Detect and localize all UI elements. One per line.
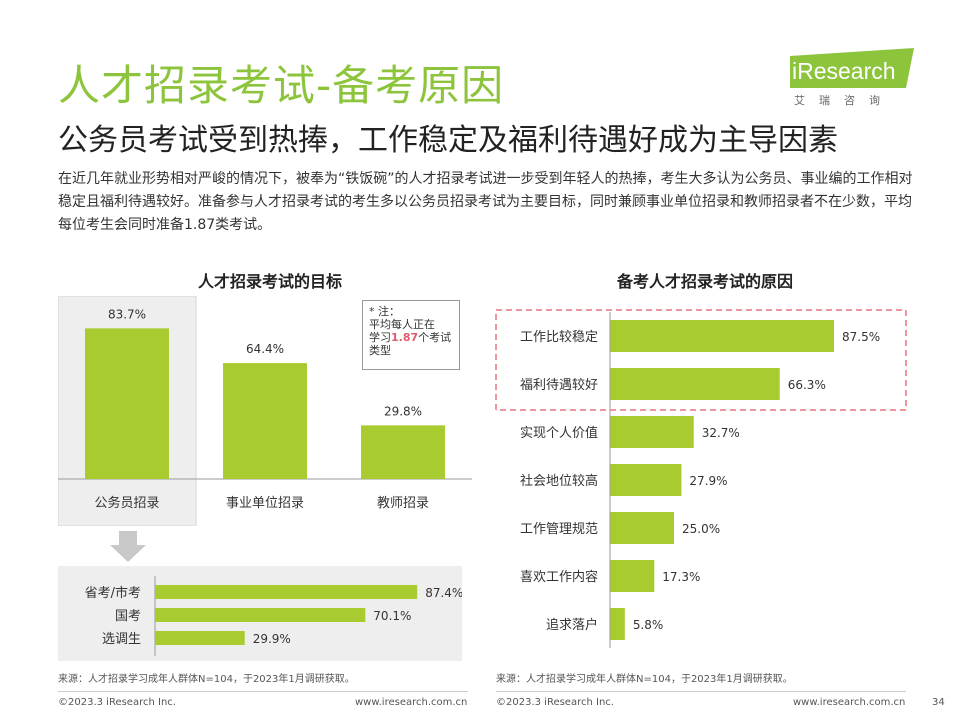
footer-url-left[interactable]: www.iresearch.com.cn — [355, 697, 468, 708]
category-label: 教师招录 — [377, 495, 429, 511]
intro-paragraph: 在近几年就业形势相对严峻的情况下，被奉为“铁饭碗”的人才招录考试进一步受到年轻人… — [58, 171, 913, 233]
bar-福利待遇较好 — [610, 368, 780, 400]
logo-subtext: 艾瑞咨询 — [794, 94, 894, 107]
footer-copyright-left: ©2023.3 iResearch Inc. — [58, 697, 176, 708]
data-label: 29.9% — [253, 632, 291, 646]
data-label: 64.4% — [246, 342, 284, 356]
down-arrow-icon — [110, 531, 146, 562]
data-label: 87.4% — [425, 586, 462, 600]
category-label: 工作比较稳定 — [520, 329, 598, 345]
data-label: 66.3% — [788, 378, 826, 392]
note-line2: 平均每人正在 — [369, 318, 435, 331]
bar-工作比较稳定 — [610, 320, 834, 352]
data-label: 87.5% — [842, 330, 880, 344]
right-chart-title: 备考人才招录考试的原因 — [616, 272, 793, 291]
right-source: 来源：人才招录学习成年人群体N=104，于2023年1月调研获取。 — [496, 674, 793, 685]
data-label: 25.0% — [682, 522, 720, 536]
category-label: 选调生 — [102, 632, 141, 647]
bar-工作管理规范 — [610, 512, 674, 544]
bar-事业单位招录 — [223, 363, 307, 479]
category-label: 事业单位招录 — [226, 496, 304, 511]
bar-喜欢工作内容 — [610, 560, 655, 592]
left-source: 来源：人才招录学习成年人群体N=104，于2023年1月调研获取。 — [58, 674, 355, 685]
category-label: 实现个人价值 — [520, 425, 598, 441]
note-line4: 类型 — [369, 344, 391, 357]
logo-text: iResearch — [792, 58, 896, 84]
exam-reason-chart: 工作比较稳定 87.5% 福利待遇较好 66.3% 实现个人价值 32.7% 社会地位较高 2… — [495, 309, 907, 648]
bar-省考/市考 — [155, 585, 418, 599]
data-label: 29.8% — [384, 404, 422, 418]
footer-copyright-right: ©2023.3 iResearch Inc. — [496, 697, 614, 708]
bar-教师招录 — [361, 425, 445, 479]
data-label: 5.8% — [633, 618, 664, 632]
bar-选调生 — [155, 631, 245, 645]
note-highlight: 1.87 — [391, 331, 419, 344]
bar-社会地位较高 — [610, 464, 682, 496]
category-label: 喜欢工作内容 — [520, 569, 598, 585]
note-box: * 注： 平均每人正在 学习1.87个考试 类型 — [362, 300, 460, 370]
data-label: 32.7% — [702, 426, 740, 440]
civil-service-type-chart: 省考/市考 87.4% 国考 70.1% 选调生 29.9% — [58, 566, 462, 661]
footer-url-right[interactable]: www.iresearch.com.cn — [793, 697, 906, 708]
category-label: 省考/市考 — [85, 585, 141, 601]
page-title: 人才招录考试-备考原因 — [58, 61, 505, 110]
bar-公务员招录 — [85, 328, 169, 479]
note-line3: 学习1.87个考试 — [369, 331, 452, 344]
data-label: 17.3% — [662, 570, 700, 584]
category-label: 社会地位较高 — [520, 473, 598, 489]
category-label: 国考 — [115, 609, 141, 624]
footer-divider-left — [58, 691, 468, 692]
data-label: 83.7% — [108, 307, 146, 321]
category-label: 公务员招录 — [94, 495, 159, 511]
note-line1: * 注： — [369, 305, 400, 318]
bar-追求落户 — [610, 608, 625, 640]
category-label: 工作管理规范 — [520, 522, 598, 537]
page-number: 34 — [932, 697, 945, 708]
page-subtitle: 公务员考试受到热捧，工作稳定及福利待遇好成为主导因素 — [58, 123, 838, 158]
bar-国考 — [155, 608, 366, 622]
footer-divider-right — [496, 691, 906, 692]
left-chart-title: 人才招录考试的目标 — [197, 272, 342, 291]
bar-实现个人价值 — [610, 416, 694, 448]
exam-target-chart: 83.7% 公务员招录 64.4% 事业单位招录 29.8% 教师招录 — [58, 296, 472, 526]
category-label: 追求落户 — [546, 617, 598, 633]
logo-badge-shape — [790, 48, 914, 88]
data-label: 27.9% — [689, 474, 727, 488]
iresearch-logo: iResearch 艾瑞咨询 — [790, 48, 920, 110]
category-label: 福利待遇较好 — [520, 378, 598, 393]
highlight-dashed-box — [495, 309, 907, 411]
data-label: 70.1% — [373, 609, 411, 623]
